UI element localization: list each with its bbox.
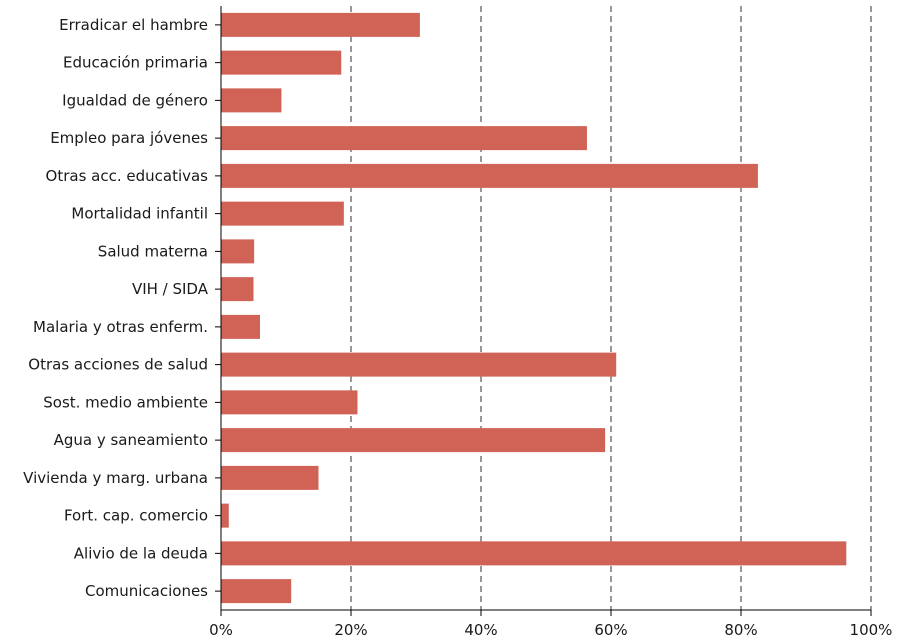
bar-15 (221, 579, 292, 604)
x-tick-label-1: 20% (334, 621, 367, 639)
x-tick-label-3: 60% (594, 621, 627, 639)
x-tick-label-0: 0% (209, 621, 233, 639)
category-label-12: Vivienda y marg. urbana (23, 469, 208, 487)
category-label-4: Otras acc. educativas (46, 167, 209, 185)
bar-6 (221, 239, 255, 264)
category-label-6: Salud materna (98, 242, 208, 260)
category-label-9: Otras acciones de salud (28, 356, 208, 374)
bar-1 (221, 50, 342, 75)
bar-10 (221, 390, 358, 415)
category-label-11: Agua y saneamiento (54, 431, 208, 449)
category-label-10: Sost. medio ambiente (43, 393, 208, 411)
category-label-5: Mortalidad infantil (71, 205, 208, 223)
bar-13 (221, 503, 229, 528)
bar-9 (221, 352, 617, 377)
bar-11 (221, 428, 606, 453)
category-label-2: Igualdad de género (62, 91, 208, 109)
bar-7 (221, 277, 254, 302)
x-tick-label-2: 40% (464, 621, 497, 639)
bar-5 (221, 201, 344, 226)
bar-3 (221, 126, 587, 151)
category-label-8: Malaria y otras enferm. (33, 318, 208, 336)
bar-0 (221, 12, 420, 37)
axes (215, 6, 872, 616)
category-label-13: Fort. cap. comercio (64, 507, 208, 525)
x-tick-labels: 0% 20% 40% 60% 80% 100% (209, 621, 892, 639)
x-tick-label-4: 80% (724, 621, 757, 639)
bars (221, 12, 847, 604)
category-labels: Erradicar el hambre Educación primaria Igu… (23, 16, 209, 600)
bar-4 (221, 163, 758, 188)
category-label-14: Alivio de la deuda (74, 544, 208, 562)
category-label-7: VIH / SIDA (132, 280, 209, 298)
category-label-1: Educación primaria (63, 54, 208, 72)
bar-12 (221, 465, 319, 490)
x-tick-label-5: 100% (850, 621, 893, 639)
bar-2 (221, 88, 282, 113)
category-label-3: Empleo para jóvenes (50, 129, 208, 147)
bar-8 (221, 314, 260, 339)
grid-lines (350, 6, 872, 610)
bar-14 (221, 541, 847, 566)
category-label-15: Comunicaciones (85, 582, 208, 600)
category-label-0: Erradicar el hambre (59, 16, 208, 34)
